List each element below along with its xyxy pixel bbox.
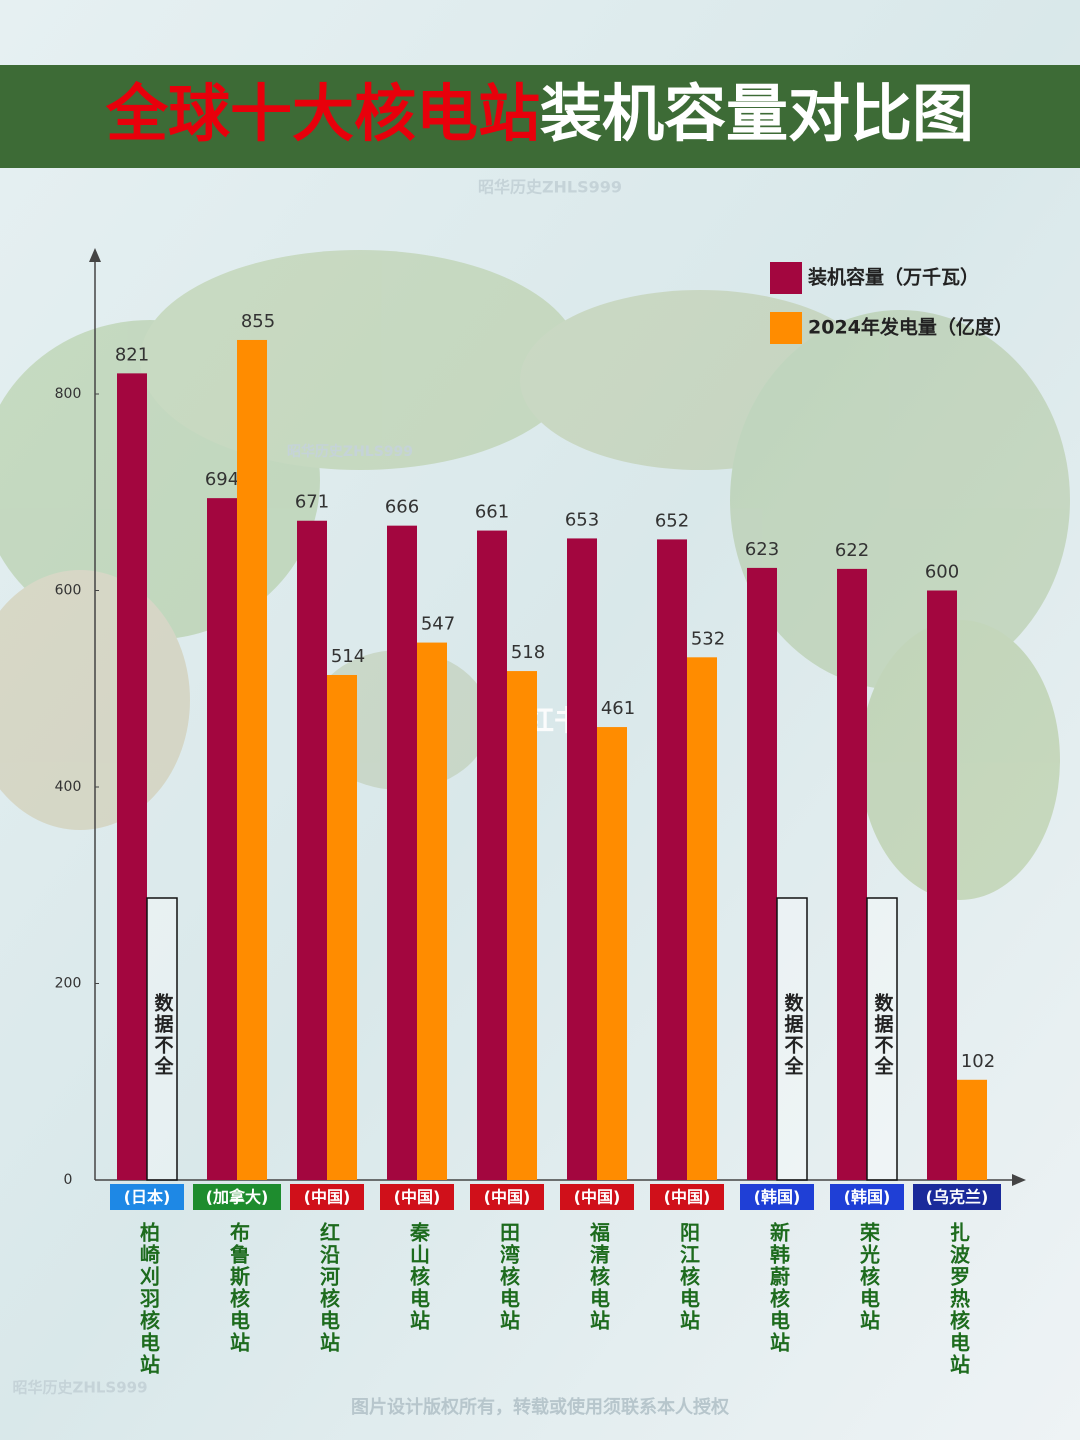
value-label: 622 [835, 540, 869, 561]
country-box [560, 1184, 634, 1210]
legend-swatch [770, 312, 802, 344]
x-tick-label: 红沿河核电站 [317, 1221, 341, 1354]
bar [507, 671, 537, 1180]
bar [297, 520, 327, 1180]
y-tick-label: 600 [55, 583, 82, 599]
title-banner [0, 65, 1080, 168]
x-tick-label: 福清核电站 [587, 1222, 611, 1332]
country-label: (韩国) [754, 1188, 801, 1207]
value-label: 855 [241, 311, 275, 332]
bar [237, 339, 267, 1180]
x-tick-label: 新韩蔚核电站 [767, 1221, 791, 1354]
bar [747, 567, 777, 1180]
x-tick-label: 扎波罗热核电站 [947, 1222, 971, 1376]
bar [117, 373, 147, 1180]
country-label: (中国) [484, 1188, 531, 1207]
country-box [290, 1184, 364, 1210]
bar [417, 642, 447, 1180]
country-label: (加拿大) [206, 1188, 269, 1207]
legend-label: 2024年发电量（亿度） [808, 316, 1013, 339]
value-label: 532 [691, 628, 725, 649]
value-label: 102 [961, 1051, 995, 1072]
watermark: 昭华历史ZHLS999 [12, 1379, 147, 1397]
country-label: (韩国) [844, 1188, 891, 1207]
legend-label: 装机容量（万千瓦） [807, 266, 979, 289]
value-label: 461 [601, 698, 635, 719]
value-label: 652 [655, 510, 689, 531]
x-axis-arrow [1012, 1174, 1026, 1186]
y-axis-arrow [89, 248, 101, 262]
title-rest: 装机容量对比图 [540, 77, 974, 150]
x-tick-label: 田湾核电站 [497, 1222, 521, 1332]
bar [837, 568, 867, 1180]
missing-box [866, 897, 898, 1181]
watermark: 昭华历史ZHLS999 [478, 178, 622, 197]
country-box [830, 1184, 904, 1210]
country-label: (中国) [394, 1188, 441, 1207]
x-tick-label: 荣光核电站 [857, 1222, 881, 1332]
footer: 图片设计版权所有，转载或使用须联系本人授权 [351, 1396, 730, 1418]
missing-label: 数据不全 [152, 992, 175, 1077]
bar [597, 727, 627, 1180]
value-label: 547 [421, 614, 455, 635]
bar [687, 657, 717, 1180]
value-label: 821 [115, 344, 149, 365]
country-box [650, 1184, 724, 1210]
value-label: 518 [511, 642, 545, 663]
value-label: 661 [475, 502, 509, 523]
x-tick-label: 秦山核电站 [407, 1221, 431, 1332]
country-box [913, 1184, 1001, 1210]
missing-box [146, 897, 178, 1181]
country-box [470, 1184, 544, 1210]
bar [477, 530, 507, 1180]
country-label: (中国) [304, 1188, 351, 1207]
country-label: (日本) [124, 1188, 171, 1207]
title-highlight: 全球十大核电站 [105, 77, 540, 150]
bar [927, 590, 957, 1180]
bar [207, 498, 237, 1180]
country-box [380, 1184, 454, 1210]
bar [957, 1079, 987, 1180]
value-label: 623 [745, 539, 779, 560]
x-tick-label: 阳江核电站 [677, 1222, 701, 1332]
x-tick-label: 柏崎刈羽核电站 [137, 1221, 161, 1376]
value-label: 653 [565, 509, 599, 530]
value-label: 694 [205, 469, 239, 490]
legend-swatch [770, 262, 802, 294]
country-label: (乌克兰) [926, 1188, 989, 1207]
value-label: 671 [295, 492, 329, 513]
x-tick-label: 布鲁斯核电站 [227, 1221, 251, 1354]
chart-title: 全球十大核电站装机容量对比图 [105, 77, 974, 150]
country-box [740, 1184, 814, 1210]
country-label: (中国) [664, 1188, 711, 1207]
y-tick-label: 0 [64, 1172, 73, 1188]
bar [327, 674, 357, 1180]
y-tick-label: 200 [55, 976, 82, 992]
country-box [193, 1184, 281, 1210]
y-tick-label: 800 [55, 386, 82, 402]
value-label: 514 [331, 646, 365, 667]
y-tick-label: 400 [55, 779, 82, 795]
missing-box [776, 897, 808, 1181]
value-label: 666 [385, 497, 419, 518]
missing-label: 数据不全 [782, 992, 805, 1077]
country-label: (中国) [574, 1188, 621, 1207]
missing-label: 数据不全 [872, 992, 895, 1077]
country-box [110, 1184, 184, 1210]
bar [567, 538, 597, 1180]
bar [387, 525, 417, 1180]
value-label: 600 [925, 562, 959, 583]
bar [657, 539, 687, 1180]
watermark: 昭华历史ZHLS999 [287, 443, 413, 460]
